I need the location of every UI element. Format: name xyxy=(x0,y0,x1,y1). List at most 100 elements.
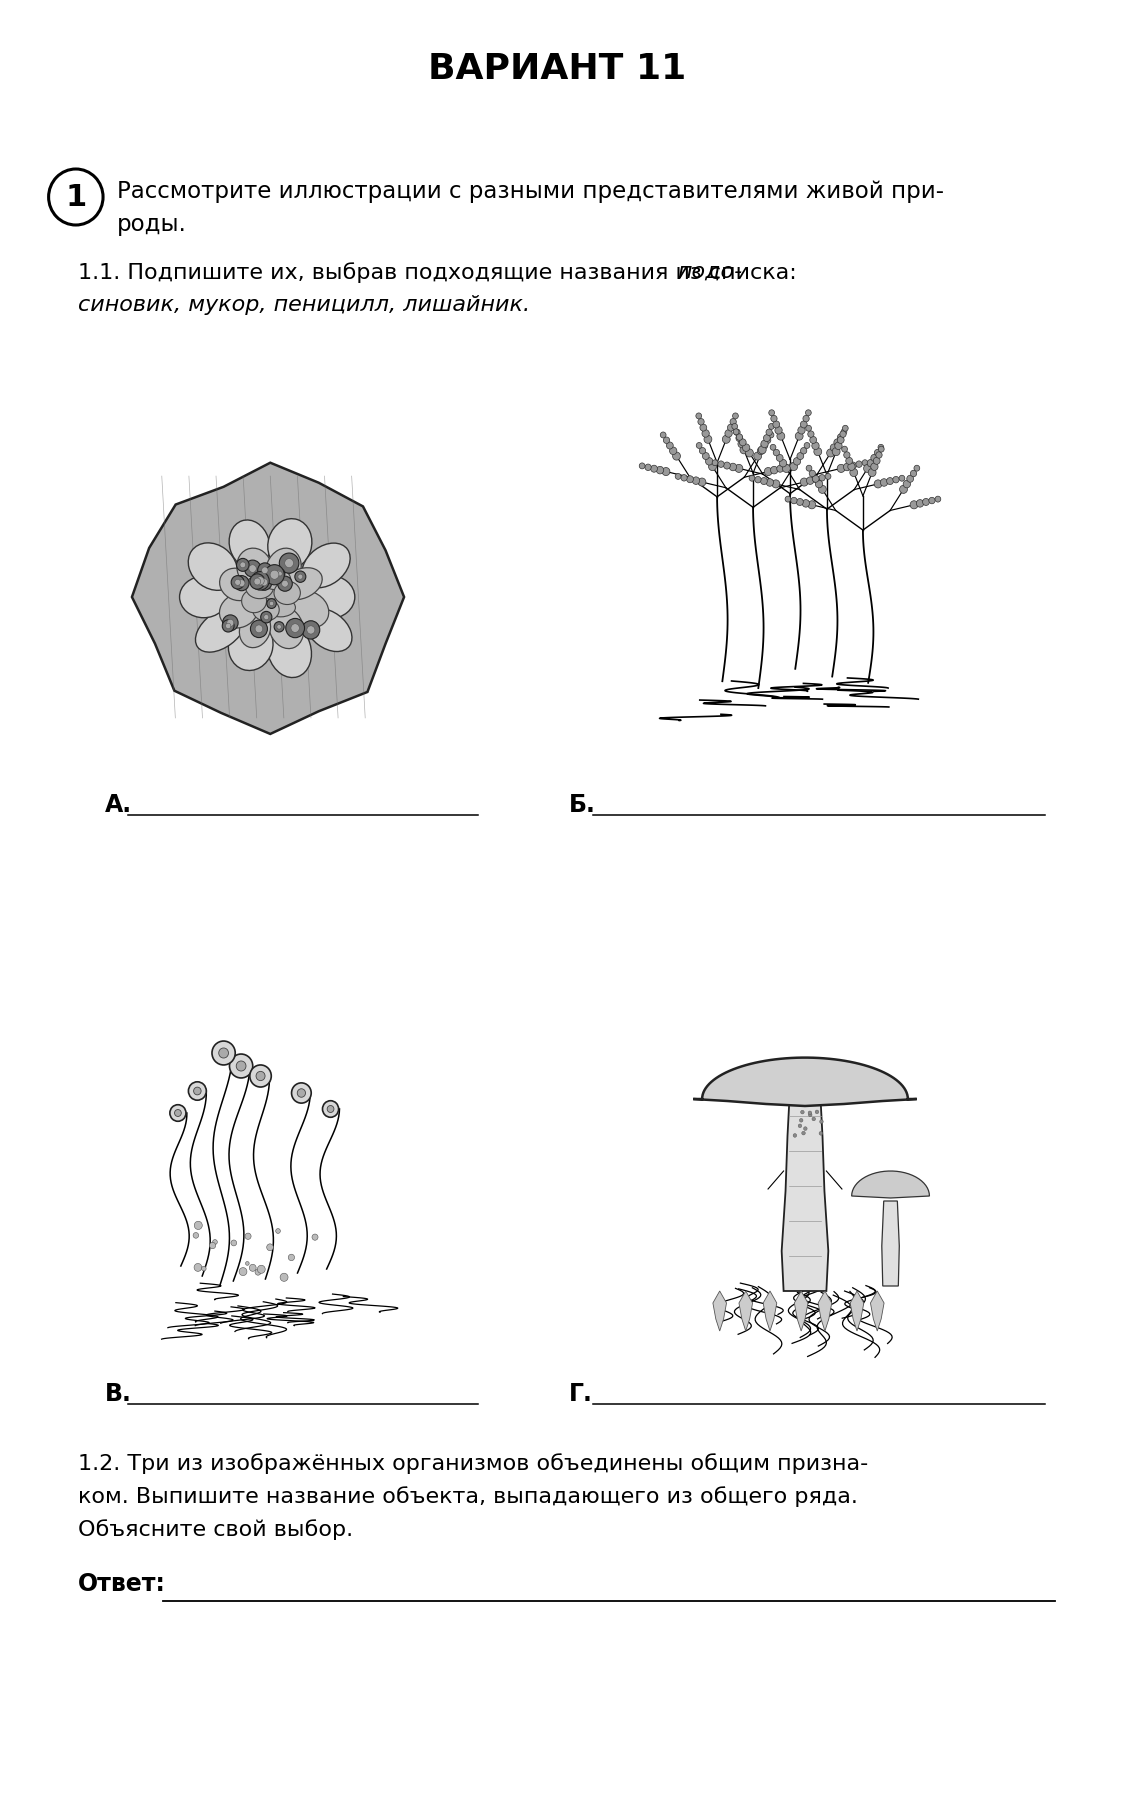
Circle shape xyxy=(776,455,783,462)
Circle shape xyxy=(873,458,880,466)
Circle shape xyxy=(910,502,918,509)
Circle shape xyxy=(772,480,779,489)
Ellipse shape xyxy=(268,520,312,570)
Ellipse shape xyxy=(261,570,291,590)
Circle shape xyxy=(312,1235,319,1240)
Circle shape xyxy=(240,563,245,569)
Circle shape xyxy=(277,625,282,630)
Circle shape xyxy=(245,1233,251,1240)
Circle shape xyxy=(838,466,845,473)
Circle shape xyxy=(864,466,871,473)
Text: подо-: подо- xyxy=(676,262,741,282)
Circle shape xyxy=(277,572,282,576)
Circle shape xyxy=(843,453,850,458)
Polygon shape xyxy=(763,1291,777,1332)
Circle shape xyxy=(267,599,276,608)
Polygon shape xyxy=(132,464,405,735)
Circle shape xyxy=(250,1265,257,1271)
Circle shape xyxy=(210,1242,215,1249)
Circle shape xyxy=(699,448,706,455)
Text: Б.: Б. xyxy=(568,792,596,816)
Circle shape xyxy=(761,442,768,449)
Circle shape xyxy=(935,496,941,504)
Circle shape xyxy=(808,431,814,439)
Circle shape xyxy=(277,578,292,592)
Circle shape xyxy=(810,437,817,444)
Ellipse shape xyxy=(245,576,274,599)
Circle shape xyxy=(231,1240,236,1245)
Circle shape xyxy=(783,466,790,471)
Ellipse shape xyxy=(242,590,267,614)
Circle shape xyxy=(736,435,743,442)
Circle shape xyxy=(880,480,888,487)
Circle shape xyxy=(245,1262,249,1265)
Circle shape xyxy=(257,574,272,590)
Circle shape xyxy=(819,1121,823,1125)
Circle shape xyxy=(249,565,257,572)
Text: 1.1. Подпишите их, выбрав подходящие названия из списка:: 1.1. Подпишите их, выбрав подходящие наз… xyxy=(78,262,803,283)
Circle shape xyxy=(251,621,267,639)
Circle shape xyxy=(194,1088,201,1096)
Circle shape xyxy=(814,448,822,457)
Ellipse shape xyxy=(274,581,300,605)
Circle shape xyxy=(222,621,234,634)
Circle shape xyxy=(277,570,282,576)
Circle shape xyxy=(276,1229,281,1233)
Circle shape xyxy=(708,464,716,471)
Circle shape xyxy=(219,1049,228,1058)
Circle shape xyxy=(819,475,825,482)
Circle shape xyxy=(706,458,713,466)
Polygon shape xyxy=(881,1202,900,1287)
Circle shape xyxy=(664,439,669,444)
Circle shape xyxy=(813,477,819,484)
Ellipse shape xyxy=(266,599,296,617)
Circle shape xyxy=(257,578,265,585)
Circle shape xyxy=(764,439,771,444)
Ellipse shape xyxy=(196,608,246,653)
Circle shape xyxy=(793,458,801,466)
Circle shape xyxy=(651,466,658,473)
Circle shape xyxy=(813,1117,816,1121)
Ellipse shape xyxy=(266,549,301,590)
Text: 1: 1 xyxy=(65,184,86,213)
Circle shape xyxy=(826,449,834,458)
Circle shape xyxy=(834,442,842,449)
Circle shape xyxy=(712,460,717,466)
Circle shape xyxy=(813,477,819,484)
Circle shape xyxy=(793,1134,796,1137)
Ellipse shape xyxy=(304,576,355,619)
Circle shape xyxy=(755,477,761,484)
Circle shape xyxy=(874,480,882,489)
Circle shape xyxy=(903,480,911,489)
Circle shape xyxy=(669,448,677,455)
Polygon shape xyxy=(693,1058,917,1106)
Circle shape xyxy=(798,428,806,435)
Text: В.: В. xyxy=(105,1381,132,1406)
Circle shape xyxy=(260,612,272,623)
Circle shape xyxy=(917,500,924,507)
Circle shape xyxy=(285,619,305,639)
Circle shape xyxy=(869,469,876,477)
Circle shape xyxy=(258,563,272,578)
Circle shape xyxy=(766,430,772,437)
Circle shape xyxy=(250,574,265,590)
Circle shape xyxy=(746,449,753,458)
Circle shape xyxy=(231,576,244,590)
Circle shape xyxy=(704,437,712,444)
Circle shape xyxy=(662,467,670,477)
Text: Рассмотрите иллюстрации с разными представителями живой при-: Рассмотрите иллюстрации с разными предст… xyxy=(117,180,943,202)
Polygon shape xyxy=(818,1291,832,1332)
Circle shape xyxy=(723,462,730,469)
Circle shape xyxy=(878,448,885,453)
Circle shape xyxy=(730,419,737,426)
Circle shape xyxy=(848,464,855,471)
Circle shape xyxy=(725,430,732,439)
Circle shape xyxy=(764,467,772,477)
Ellipse shape xyxy=(228,621,273,671)
Circle shape xyxy=(796,500,803,505)
Text: Объясните свой выбор.: Объясните свой выбор. xyxy=(78,1518,353,1540)
Circle shape xyxy=(251,572,269,590)
Circle shape xyxy=(735,466,743,473)
Circle shape xyxy=(874,449,880,457)
Circle shape xyxy=(235,579,241,587)
